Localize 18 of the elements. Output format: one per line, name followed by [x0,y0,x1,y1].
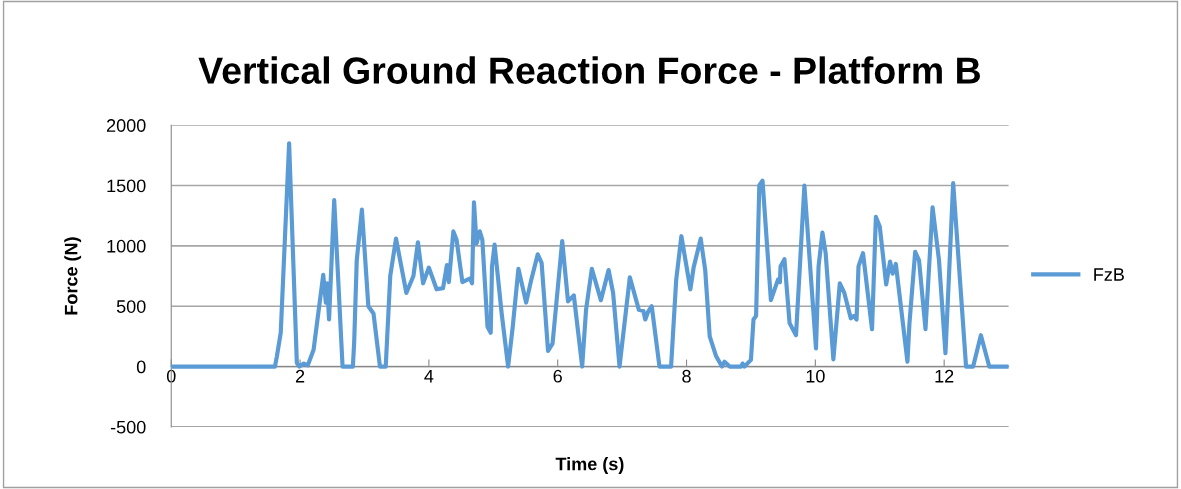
x-tick-label: 0 [166,369,176,383]
line-series [171,141,1009,369]
y-tick-label: -500 [110,420,146,434]
x-axis-title: Time (s) [555,457,624,474]
y-axis-title: Force (N) [64,237,82,315]
x-tick-label: 12 [935,369,954,383]
chart-title: Vertical Ground Reaction Force - Platform B [198,56,980,84]
y-tick-label: 1500 [107,179,146,193]
x-tick-label: 8 [682,369,691,383]
x-tick-label: 6 [553,369,562,383]
x-tick-label: 10 [806,369,825,383]
y-tick-label: 0 [136,360,146,374]
x-tick-label: 2 [295,369,305,383]
y-tick-label: 2000 [106,119,146,132]
y-tick-label: 500 [116,300,146,313]
x-tick-label: 4 [424,370,434,383]
y-tick-label: 1000 [107,239,146,253]
legend-label: FzB [1094,268,1124,281]
